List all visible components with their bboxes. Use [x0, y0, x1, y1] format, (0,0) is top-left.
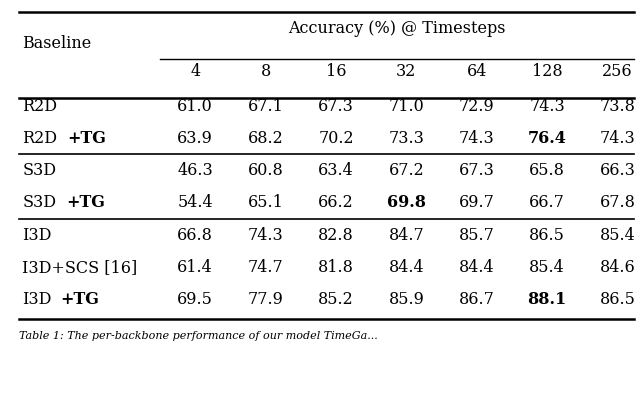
Text: 72.9: 72.9: [459, 97, 495, 115]
Text: 86.5: 86.5: [600, 291, 636, 308]
Text: 54.4: 54.4: [177, 194, 213, 211]
Text: 65.1: 65.1: [248, 194, 284, 211]
Text: 61.0: 61.0: [177, 97, 213, 115]
Text: 66.2: 66.2: [318, 194, 354, 211]
Text: 66.3: 66.3: [600, 162, 636, 179]
Text: 60.8: 60.8: [248, 162, 284, 179]
Text: 66.7: 66.7: [529, 194, 565, 211]
Text: 64: 64: [467, 63, 487, 80]
Text: 84.4: 84.4: [388, 259, 424, 276]
Text: 84.6: 84.6: [600, 259, 636, 276]
Text: 84.7: 84.7: [388, 226, 424, 244]
Text: 84.4: 84.4: [459, 259, 495, 276]
Text: 4: 4: [190, 63, 200, 80]
Text: S3D: S3D: [22, 194, 56, 211]
Text: 81.8: 81.8: [318, 259, 354, 276]
Text: I3D+SCS [16]: I3D+SCS [16]: [22, 259, 138, 276]
Text: 74.3: 74.3: [459, 130, 495, 147]
Text: 67.1: 67.1: [248, 97, 284, 115]
Text: Table 1: The per-backbone performance of our model TimeGa...: Table 1: The per-backbone performance of…: [19, 331, 378, 341]
Text: 67.3: 67.3: [318, 97, 354, 115]
Text: Baseline: Baseline: [22, 35, 92, 52]
Text: 88.1: 88.1: [527, 291, 567, 308]
Text: 128: 128: [532, 63, 563, 80]
Text: 85.4: 85.4: [529, 259, 565, 276]
Text: 71.0: 71.0: [388, 97, 424, 115]
Text: 74.3: 74.3: [600, 130, 636, 147]
Text: R2D: R2D: [22, 130, 58, 147]
Text: 73.8: 73.8: [600, 97, 636, 115]
Text: 8: 8: [260, 63, 271, 80]
Text: 68.2: 68.2: [248, 130, 284, 147]
Text: 32: 32: [396, 63, 417, 80]
Text: Accuracy (%) @ Timesteps: Accuracy (%) @ Timesteps: [288, 20, 506, 37]
Text: 69.8: 69.8: [387, 194, 426, 211]
Text: 65.8: 65.8: [529, 162, 565, 179]
Text: 16: 16: [326, 63, 346, 80]
Text: +TG: +TG: [60, 291, 99, 308]
Text: 63.9: 63.9: [177, 130, 213, 147]
Text: 66.8: 66.8: [177, 226, 213, 244]
Text: 67.2: 67.2: [388, 162, 424, 179]
Text: 86.7: 86.7: [459, 291, 495, 308]
Text: 256: 256: [602, 63, 633, 80]
Text: I3D: I3D: [22, 226, 52, 244]
Text: +TG: +TG: [67, 194, 105, 211]
Text: 82.8: 82.8: [318, 226, 354, 244]
Text: 67.8: 67.8: [600, 194, 636, 211]
Text: 86.5: 86.5: [529, 226, 565, 244]
Text: 74.7: 74.7: [248, 259, 284, 276]
Text: I3D: I3D: [22, 291, 52, 308]
Text: 67.3: 67.3: [459, 162, 495, 179]
Text: 76.4: 76.4: [528, 130, 566, 147]
Text: 85.4: 85.4: [600, 226, 636, 244]
Text: 85.7: 85.7: [459, 226, 495, 244]
Text: 61.4: 61.4: [177, 259, 213, 276]
Text: +TG: +TG: [68, 130, 106, 147]
Text: R2D: R2D: [22, 97, 58, 115]
Text: 70.2: 70.2: [318, 130, 354, 147]
Text: 63.4: 63.4: [318, 162, 354, 179]
Text: 46.3: 46.3: [177, 162, 213, 179]
Text: 77.9: 77.9: [248, 291, 284, 308]
Text: 74.3: 74.3: [248, 226, 284, 244]
Text: 73.3: 73.3: [388, 130, 424, 147]
Text: 85.9: 85.9: [388, 291, 424, 308]
Text: 74.3: 74.3: [529, 97, 565, 115]
Text: 69.5: 69.5: [177, 291, 213, 308]
Text: 69.7: 69.7: [459, 194, 495, 211]
Text: S3D: S3D: [22, 162, 56, 179]
Text: 85.2: 85.2: [318, 291, 354, 308]
